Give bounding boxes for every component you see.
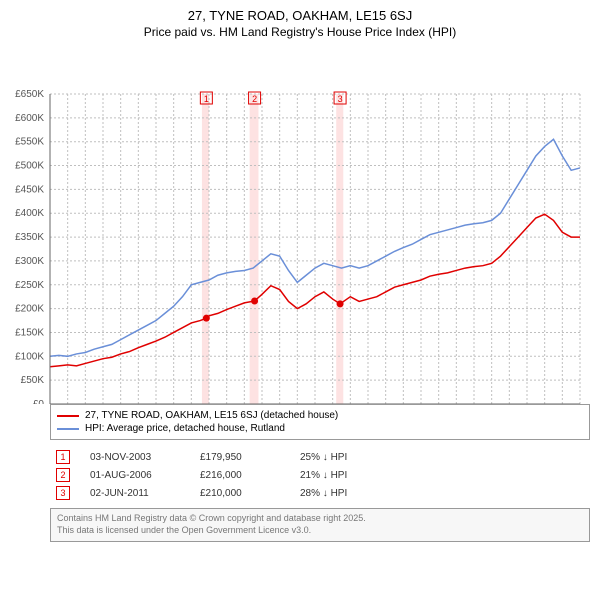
y-axis-label: £500K xyxy=(15,161,44,172)
y-axis-label: £650K xyxy=(15,89,44,100)
y-axis-label: £100K xyxy=(15,352,44,363)
y-axis-label: £250K xyxy=(15,280,44,291)
sale-price: £179,950 xyxy=(200,452,280,463)
legend-row: HPI: Average price, detached house, Rutl… xyxy=(57,422,583,435)
sale-date: 02-JUN-2011 xyxy=(90,488,180,499)
y-axis-label: £600K xyxy=(15,113,44,124)
chart-legend: 27, TYNE ROAD, OAKHAM, LE15 6SJ (detache… xyxy=(50,404,590,440)
sale-marker: 2 xyxy=(56,468,70,482)
chart-area: £0 £50K £100K £150K £200K £250K £300K £350K £400… xyxy=(0,44,600,404)
sale-row: 3 02-JUN-2011 £210,000 28% ↓ HPI xyxy=(56,484,590,502)
y-axis-label: £200K xyxy=(15,304,44,315)
series-dot xyxy=(203,315,210,322)
legend-swatch xyxy=(57,428,79,430)
sale-diff: 21% ↓ HPI xyxy=(300,470,347,481)
sale-diff: 28% ↓ HPI xyxy=(300,488,347,499)
legend-swatch xyxy=(57,415,79,417)
y-axis-label: £400K xyxy=(15,209,44,220)
sale-row: 2 01-AUG-2006 £216,000 21% ↓ HPI xyxy=(56,466,590,484)
y-axis-label: £150K xyxy=(15,328,44,339)
legend-label: HPI: Average price, detached house, Rutl… xyxy=(85,423,285,434)
sale-price: £216,000 xyxy=(200,470,280,481)
y-axis-label: £550K xyxy=(15,137,44,148)
price-chart-svg: £0 £50K £100K £150K £200K £250K £300K £350K £400… xyxy=(0,44,600,404)
y-axis-label: £0 xyxy=(33,399,45,404)
sale-date: 01-AUG-2006 xyxy=(90,470,180,481)
legend-label: 27, TYNE ROAD, OAKHAM, LE15 6SJ (detache… xyxy=(85,410,338,421)
marker-label: 3 xyxy=(338,94,343,104)
chart-footer: Contains HM Land Registry data © Crown c… xyxy=(50,508,590,541)
chart-title-line1: 27, TYNE ROAD, OAKHAM, LE15 6SJ xyxy=(10,8,590,25)
sale-date: 03-NOV-2003 xyxy=(90,452,180,463)
legend-row: 27, TYNE ROAD, OAKHAM, LE15 6SJ (detache… xyxy=(57,409,583,422)
sale-diff: 25% ↓ HPI xyxy=(300,452,347,463)
sale-marker: 3 xyxy=(56,486,70,500)
y-axis-label: £450K xyxy=(15,185,44,196)
marker-label: 2 xyxy=(252,94,257,104)
sale-row: 1 03-NOV-2003 £179,950 25% ↓ HPI xyxy=(56,448,590,466)
y-axis-label: £300K xyxy=(15,256,44,267)
highlight-band xyxy=(250,94,259,404)
chart-title-line2: Price paid vs. HM Land Registry's House … xyxy=(10,25,590,41)
sale-price: £210,000 xyxy=(200,488,280,499)
y-axis-label: £50K xyxy=(21,376,45,387)
sales-table: 1 03-NOV-2003 £179,950 25% ↓ HPI 2 01-AUG-200… xyxy=(50,448,590,502)
marker-label: 1 xyxy=(204,94,209,104)
y-axis-label: £350K xyxy=(15,233,44,244)
series-dot xyxy=(251,298,258,305)
sale-marker: 1 xyxy=(56,450,70,464)
series-dot xyxy=(337,301,344,308)
highlight-band xyxy=(336,94,343,404)
footer-line2: This data is licensed under the Open Gov… xyxy=(57,525,583,537)
footer-line1: Contains HM Land Registry data © Crown c… xyxy=(57,513,583,525)
highlight-band xyxy=(202,94,209,404)
